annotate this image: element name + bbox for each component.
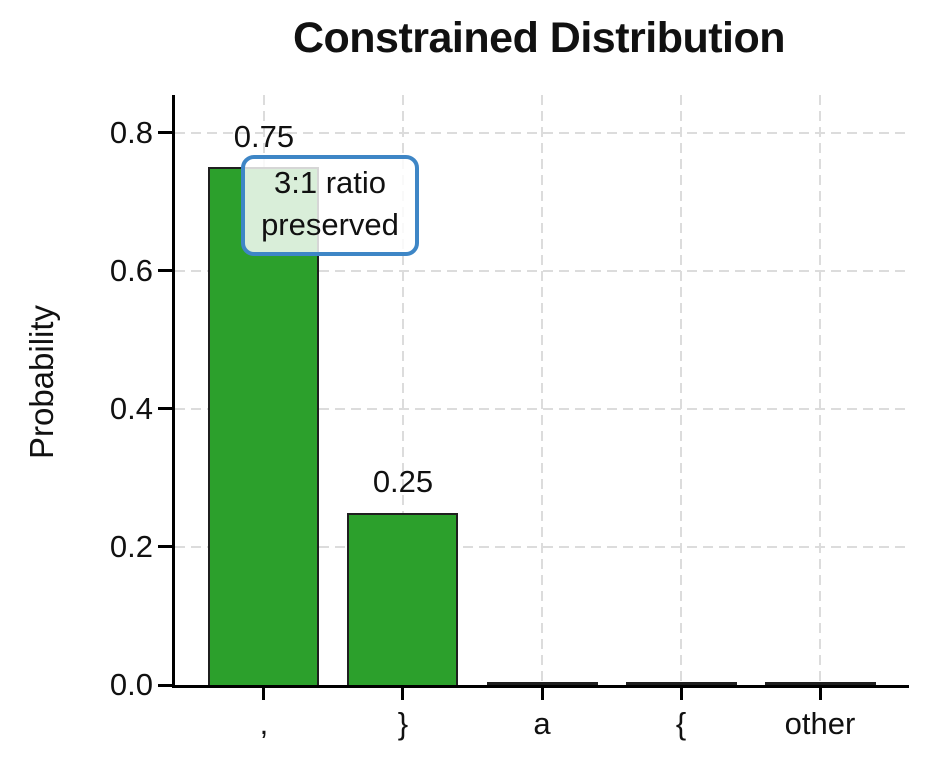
y-axis-tick bbox=[158, 407, 172, 411]
y-axis-tick-label: 0.4 bbox=[109, 390, 153, 426]
chart-title: Constrained Distribution bbox=[292, 14, 786, 62]
vertical-gridline bbox=[680, 95, 682, 685]
x-axis-tick bbox=[262, 688, 266, 700]
x-axis-tick-label: other bbox=[784, 706, 856, 741]
annotation-line-2: preserved bbox=[261, 207, 399, 242]
y-axis-tick-label: 0.8 bbox=[109, 114, 153, 150]
plot-area: 3:1 ratio preserved 0.0 0.2 0.4 0.6 0.8, 0.75… bbox=[110, 95, 909, 741]
y-axis-label: Probability bbox=[23, 304, 60, 460]
y-axis-tick bbox=[158, 131, 172, 135]
y-axis-tick-label: 0.0 bbox=[109, 667, 153, 702]
zero-height-bar-edge bbox=[486, 682, 598, 685]
bar bbox=[347, 512, 459, 685]
vertical-gridline bbox=[401, 95, 404, 685]
x-axis-tick-label: } bbox=[397, 706, 409, 741]
x-axis-tick-label: { bbox=[675, 706, 687, 741]
x-axis-tick-label: a bbox=[533, 706, 551, 741]
zero-height-bar-edge bbox=[625, 682, 737, 685]
y-axis-tick-label: 0.2 bbox=[109, 528, 153, 564]
vertical-gridline bbox=[819, 95, 822, 685]
y-axis-tick bbox=[158, 683, 172, 687]
y-axis-tick-label: 0.6 bbox=[109, 252, 153, 288]
annotation-ratio-note: 3:1 ratio preserved bbox=[241, 155, 419, 256]
bar-value-label: 0.25 bbox=[372, 464, 434, 500]
x-axis-tick bbox=[679, 688, 683, 700]
x-axis-tick-label: , bbox=[259, 706, 269, 741]
annotation-line-1: 3:1 ratio bbox=[273, 165, 386, 200]
y-axis-tick bbox=[158, 545, 172, 549]
vertical-gridline bbox=[541, 95, 543, 685]
x-axis-tick bbox=[401, 688, 405, 700]
zero-height-bar-edge bbox=[764, 682, 876, 685]
y-axis-tick bbox=[158, 269, 172, 273]
bar-value-label: 0.75 bbox=[233, 119, 295, 155]
x-axis-tick bbox=[540, 688, 544, 700]
x-axis-tick bbox=[818, 688, 822, 700]
